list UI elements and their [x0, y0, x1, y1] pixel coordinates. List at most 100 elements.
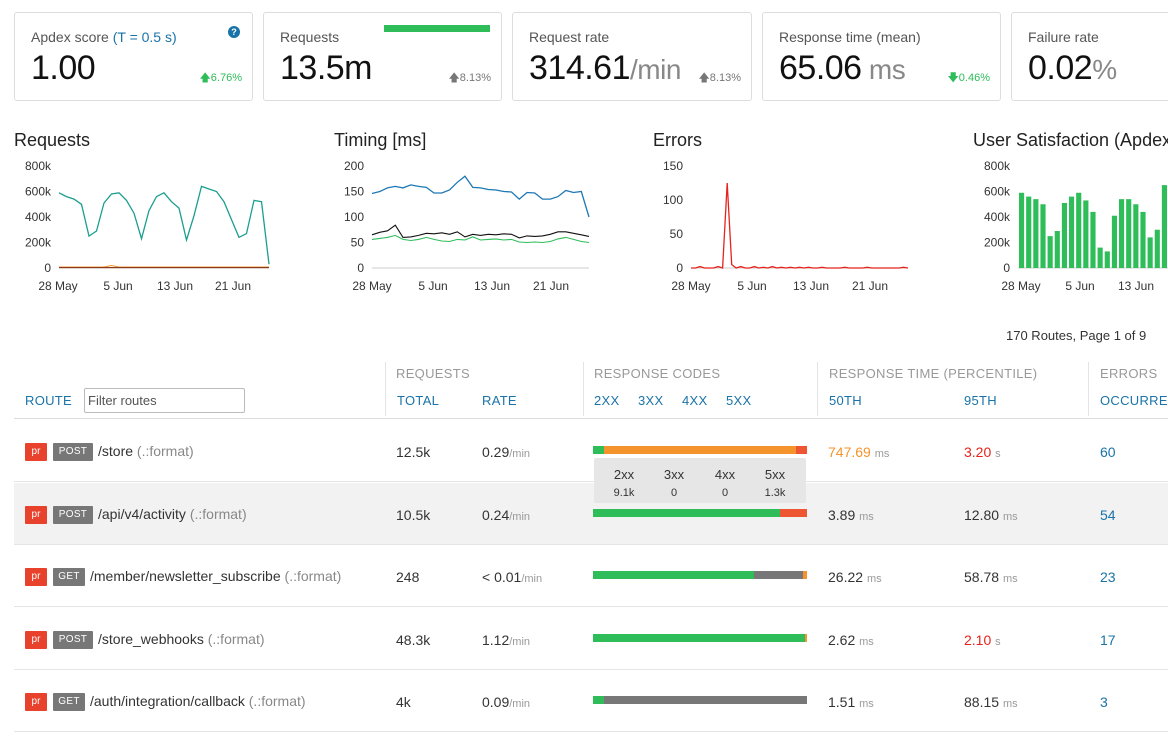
y-tick-label: 0 — [1003, 261, 1010, 275]
filter-routes-input[interactable] — [84, 388, 245, 413]
arrow-up-icon: 🡅 — [199, 72, 211, 84]
requests-chart: 800k 600k 400k 200k 0 28 May 5 Jun 13 Jun 21 Jun — [25, 159, 270, 293]
x-tick-label: 21 Jun — [852, 279, 888, 293]
sort-2xx[interactable]: 2XX — [594, 393, 620, 408]
timing-chart: 200 150 100 50 0 28 May 5 Jun 13 Jun 21 Jun — [344, 159, 590, 293]
response-codes-bar[interactable] — [593, 446, 807, 454]
chart-title-timing: Timing [ms] — [334, 130, 427, 150]
bar-segment-4xx — [804, 633, 807, 642]
y-tick-label: 400k — [984, 210, 1011, 224]
http-method-badge: POST — [53, 505, 93, 524]
bar — [1083, 200, 1089, 268]
y-tick-label: 200k — [25, 236, 52, 250]
y-tick-label: 0 — [44, 261, 51, 275]
y-tick-label: 600k — [984, 185, 1011, 199]
bar-segment-2xx — [593, 571, 754, 579]
error-occurrences-link[interactable]: 23 — [1100, 569, 1116, 585]
kpi-card-response-time: Response time (mean) 65.06 ms 🡇0.46% — [762, 12, 1001, 101]
column-divider — [583, 362, 584, 416]
http-method-badge: GET — [53, 568, 85, 586]
sort-50th[interactable]: 50TH — [829, 393, 862, 408]
response-time-delta: 🡇0.46% — [947, 72, 990, 84]
requests-total: 48.3k — [396, 631, 431, 648]
requests-delta: 🡅8.13% — [448, 72, 491, 84]
y-tick-label: 0 — [357, 261, 364, 275]
x-tick-label: 13 Jun — [1118, 279, 1154, 293]
response-time-50th: 3.89 ms — [828, 506, 874, 523]
x-tick-label: 28 May — [352, 279, 391, 293]
series-line — [371, 175, 590, 218]
y-tick-label: 150 — [344, 185, 364, 199]
tooltip-header-3xx: 3xx — [663, 467, 685, 482]
requests-value: 13.5m — [280, 49, 373, 87]
bar — [1104, 251, 1110, 268]
sort-total[interactable]: TOTAL — [397, 393, 440, 408]
response-time-95th: 2.10 s — [964, 631, 1001, 648]
sort-5xx[interactable]: 5XX — [726, 393, 752, 408]
sort-95th[interactable]: 95TH — [964, 393, 997, 408]
requests-total: 248 — [396, 569, 420, 585]
route-path[interactable]: /store (.:format) — [98, 443, 194, 459]
table-row[interactable]: pr GET/auth/integration/callback (.:forma… — [14, 670, 1168, 732]
sort-route[interactable]: ROUTE — [25, 393, 72, 408]
response-time-label: Response time (mean) — [779, 29, 921, 45]
route-path[interactable]: /auth/integration/callback (.:format) — [90, 693, 306, 709]
x-tick-label: 5 Jun — [737, 279, 766, 293]
table-row[interactable]: pr POST/store_webhooks (.:format) 48.3k 1.1… — [14, 608, 1168, 670]
bar — [1040, 204, 1046, 268]
requests-progress-bar — [384, 25, 490, 32]
sort-4xx[interactable]: 4XX — [682, 393, 708, 408]
requests-rate: 0.09/min — [482, 694, 531, 710]
sort-occurrences[interactable]: OCCURRE — [1100, 393, 1168, 408]
y-tick-label: 800k — [25, 159, 52, 173]
requests-rate: 1.12/min — [482, 631, 531, 648]
arrow-up-icon: 🡅 — [698, 72, 710, 84]
table-header-divider — [14, 418, 1168, 419]
route-path[interactable]: /api/v4/activity (.:format) — [98, 505, 247, 522]
errors-chart: 150 100 50 0 28 May 5 Jun 13 Jun 21 Jun — [663, 159, 909, 293]
series-line — [371, 224, 590, 239]
x-tick-label: 13 Jun — [474, 279, 510, 293]
bar-segment-2xx — [593, 633, 805, 642]
error-occurrences-link[interactable]: 17 — [1100, 631, 1116, 648]
pr-badge: pr — [25, 630, 47, 649]
bar-segment-4xx — [603, 446, 797, 454]
apdex-value: 1.00 — [31, 49, 96, 87]
series-line — [371, 234, 590, 244]
error-occurrences-link[interactable]: 54 — [1100, 506, 1116, 523]
route-path[interactable]: /store_webhooks (.:format) — [98, 630, 265, 647]
bar — [1061, 202, 1067, 268]
request-rate-label: Request rate — [529, 29, 610, 45]
error-occurrences-link[interactable]: 60 — [1100, 444, 1116, 460]
y-tick-label: 400k — [25, 210, 52, 224]
bar — [1119, 199, 1125, 268]
response-codes-bar[interactable] — [593, 508, 807, 517]
route-path[interactable]: /member/newsletter_subscribe (.:format) — [90, 568, 342, 584]
table-row[interactable]: pr POST/store (.:format) 12.5k 0.29/min 747.… — [14, 420, 1168, 482]
table-row[interactable]: pr POST/api/v4/activity (.:format) 10.5k 0.… — [14, 482, 1168, 545]
help-icon[interactable]: ? — [228, 26, 240, 38]
response-codes-bar[interactable] — [593, 633, 807, 642]
apdex-chart: 800k 600k 400k 200k 0 28 May 5 Jun 13 Jun — [984, 159, 1168, 293]
x-tick-label: 21 Jun — [215, 279, 251, 293]
sort-rate[interactable]: RATE — [482, 393, 517, 408]
request-rate-delta: 🡅8.13% — [698, 72, 741, 84]
chart-title-errors: Errors — [653, 130, 702, 150]
failure-rate-value: 0.02% — [1028, 49, 1117, 87]
error-occurrences-link[interactable]: 3 — [1100, 694, 1108, 710]
bar-segment-3xx — [603, 696, 807, 704]
x-tick-label: 5 Jun — [418, 279, 447, 293]
x-tick-label: 28 May — [38, 279, 77, 293]
apdex-delta: 🡅6.76% — [199, 72, 242, 84]
sort-3xx[interactable]: 3XX — [638, 393, 664, 408]
response-codes-bar[interactable] — [593, 696, 807, 704]
http-method-badge: POST — [53, 630, 93, 649]
pr-badge: pr — [25, 568, 47, 586]
kpi-card-apdex: Apdex score (T = 0.5 s) ? 1.00 🡅6.76% — [14, 12, 253, 101]
response-codes-bar[interactable] — [593, 571, 807, 579]
bar — [1026, 196, 1032, 268]
failure-rate-label: Failure rate — [1028, 29, 1099, 45]
series-line — [59, 264, 269, 268]
y-tick-label: 50 — [670, 227, 684, 241]
table-row[interactable]: pr GET/member/newsletter_subscribe (.:for… — [14, 545, 1168, 607]
